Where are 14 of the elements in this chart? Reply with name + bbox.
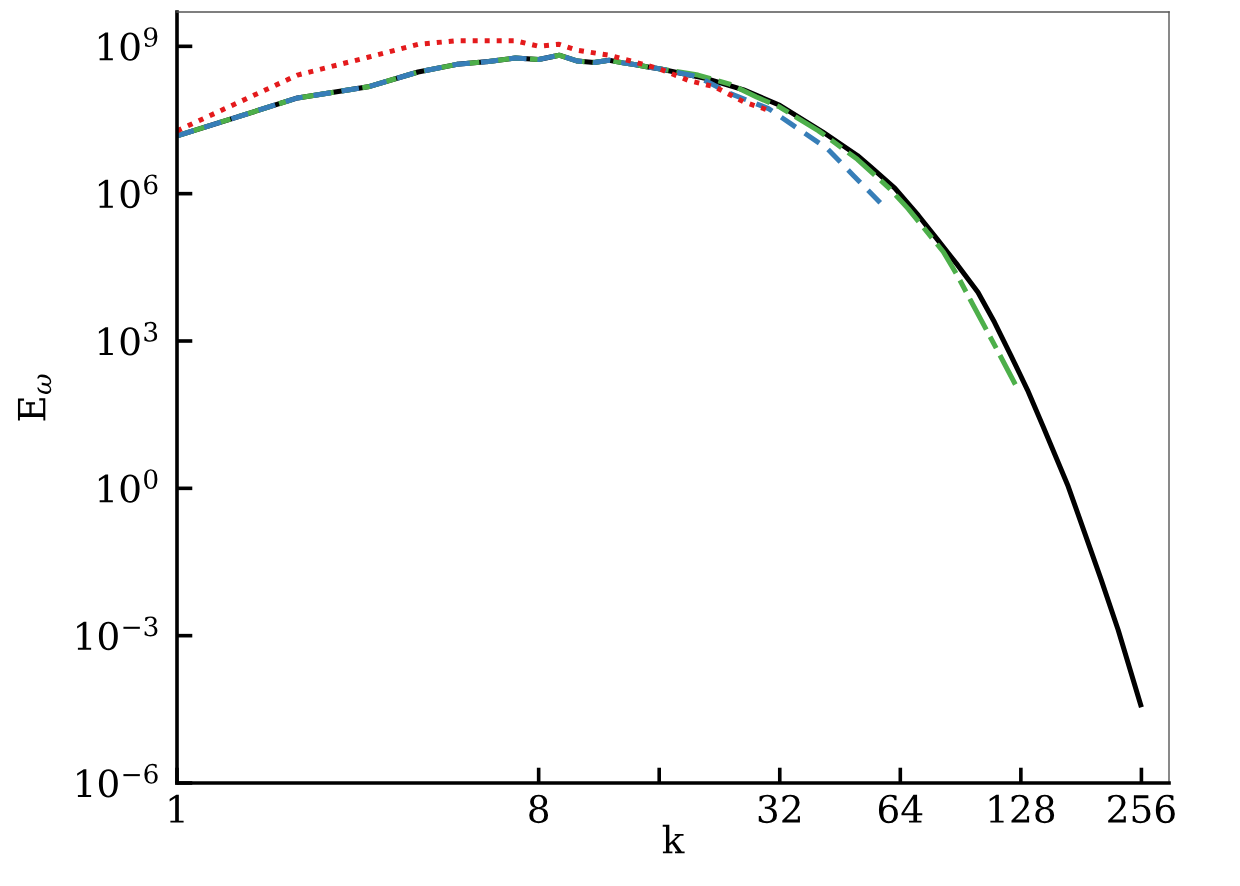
x-tick-label: 8 — [529, 794, 549, 824]
x-tick-label: 128 — [989, 794, 1055, 824]
y-tick-label: 10$^{−6}$ — [77, 763, 158, 798]
y-tick-label: 10$^{−3}$ — [77, 616, 158, 651]
y-tick-label: 10$^{0}$ — [98, 469, 158, 503]
x-tick-label: 1 — [169, 794, 184, 823]
x-tick-label: 64 — [878, 794, 923, 824]
y-axis-title: E$_{ω}$ — [17, 374, 52, 421]
x-tick-label: 256 — [1108, 794, 1175, 824]
y-tick-label: 10$^{9}$ — [98, 27, 158, 61]
x-axis-title: k — [662, 824, 685, 854]
y-tick-label: 10$^{6}$ — [98, 174, 158, 209]
x-tick-label: 32 — [758, 794, 800, 824]
y-tick-label: 10$^{3}$ — [98, 321, 158, 356]
